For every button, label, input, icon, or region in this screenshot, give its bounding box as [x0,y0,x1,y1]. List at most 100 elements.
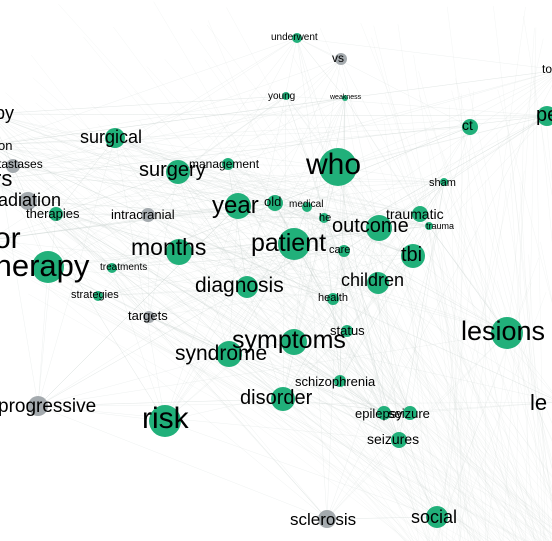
network-edge [114,137,430,227]
network-edge [177,171,414,257]
network-edge [274,202,379,284]
node-management[interactable] [222,158,234,170]
network-edge [0,166,339,239]
network-edge [148,227,380,318]
network-edge [296,37,385,414]
network-edge [293,243,348,332]
network-edge [27,200,166,422]
node-progressive[interactable] [28,396,48,416]
network-edge [332,225,430,300]
node-sham[interactable] [440,178,448,186]
node-patient[interactable] [278,228,310,260]
node-social[interactable] [426,506,448,528]
node-children[interactable] [367,272,389,294]
node-medical[interactable] [302,202,312,212]
node-syndrome[interactable] [216,341,242,367]
network-edge [346,330,411,414]
node-outcome[interactable] [366,215,392,241]
node-who[interactable] [319,148,357,186]
node-ct[interactable] [462,119,478,135]
node-vs[interactable] [335,53,347,65]
node-treatments[interactable] [107,263,117,273]
network-edge [0,186,400,441]
network-edge [55,213,328,520]
node-traumatic[interactable] [412,206,428,222]
network-edge [147,95,287,216]
network-edge [401,244,475,541]
node-surgery[interactable] [166,160,190,184]
node-symptoms[interactable] [281,329,307,355]
node-surgical[interactable] [105,128,125,148]
node-pe[interactable] [537,106,552,126]
node-targets[interactable] [143,311,155,323]
node-risk[interactable] [149,405,181,437]
node-care[interactable] [338,245,350,257]
network-edge [199,104,418,541]
node-diagnosis[interactable] [236,276,258,298]
network-edge [412,79,552,257]
network-edge [486,170,525,541]
node-underwent[interactable] [292,33,302,43]
network-edge [419,213,552,392]
label-management: management [189,157,260,171]
node-strategies[interactable] [93,291,103,301]
network-edge [12,97,346,167]
network-edge [148,206,308,318]
network-edge [282,217,325,400]
network-edge [540,241,552,302]
network-edge [343,181,445,252]
node-weakness[interactable] [342,95,348,101]
node-year[interactable] [225,193,251,219]
network-edge [97,163,229,297]
network-edge [177,171,385,414]
network-edge [326,516,438,520]
network-edge [398,181,445,441]
node-old[interactable] [267,195,283,211]
network-edge [246,286,284,400]
network-edge [0,119,348,332]
node-epilepsy[interactable] [377,406,391,420]
node-months[interactable] [166,239,192,265]
network-edge [0,146,430,227]
node-tastases[interactable] [6,159,20,173]
network-edge [0,182,508,334]
network-edge [37,353,230,407]
node-lesions[interactable] [491,317,523,349]
network-edge [296,37,346,99]
network-edge [55,137,116,215]
network-edge [314,157,552,478]
node-health[interactable] [327,293,339,305]
node-therapy[interactable] [32,251,64,283]
network-edge [306,74,552,208]
network-edge [396,264,513,541]
network-edge [37,137,116,407]
node-adiation[interactable] [19,192,37,210]
node-intracranial[interactable] [141,208,155,222]
network-edge [455,78,552,462]
label-tbi: tbi [401,244,423,266]
node-he[interactable] [319,213,329,223]
network-edge [12,165,385,414]
node-young[interactable] [282,92,290,100]
network-edge [293,282,379,343]
node-seizure[interactable] [403,406,417,420]
network-edge [418,71,547,541]
network-edge [412,181,445,257]
node-trauma[interactable] [425,222,433,230]
network-edge [237,205,380,229]
network-edge [142,256,528,541]
label-lesions: lesions [461,316,546,346]
network-edge [148,316,230,355]
node-disorder[interactable] [271,387,295,411]
network-edge [37,405,166,422]
node-sclerosis[interactable] [318,510,336,528]
network-edge [47,266,334,300]
node-seizures[interactable] [391,432,407,448]
node-tbi[interactable] [401,244,425,268]
node-status[interactable] [341,325,353,337]
network-edge [14,261,552,539]
network-edge [497,89,552,304]
node-schizophrenia[interactable] [334,375,346,387]
label-he: he [319,212,332,224]
node-therapies[interactable] [49,207,63,221]
